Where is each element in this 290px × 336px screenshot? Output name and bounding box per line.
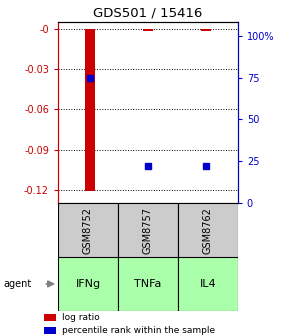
Bar	[85, 29, 95, 191]
Text: TNFa: TNFa	[134, 279, 162, 289]
Text: percentile rank within the sample: percentile rank within the sample	[62, 326, 215, 335]
Text: GSM8757: GSM8757	[143, 207, 153, 254]
Bar	[58, 203, 118, 257]
Text: agent: agent	[3, 279, 31, 289]
Title: GDS501 / 15416: GDS501 / 15416	[93, 6, 203, 19]
Bar	[178, 257, 238, 311]
Bar	[143, 29, 153, 31]
Bar	[118, 203, 178, 257]
Bar	[44, 314, 56, 321]
Text: IFNg: IFNg	[75, 279, 101, 289]
Bar	[178, 203, 238, 257]
Bar	[118, 257, 178, 311]
Bar	[44, 327, 56, 334]
Text: GSM8762: GSM8762	[203, 207, 213, 254]
Text: IL4: IL4	[200, 279, 216, 289]
Bar	[58, 257, 118, 311]
Text: GSM8752: GSM8752	[83, 207, 93, 254]
Bar	[201, 29, 211, 31]
Text: log ratio: log ratio	[62, 313, 100, 322]
